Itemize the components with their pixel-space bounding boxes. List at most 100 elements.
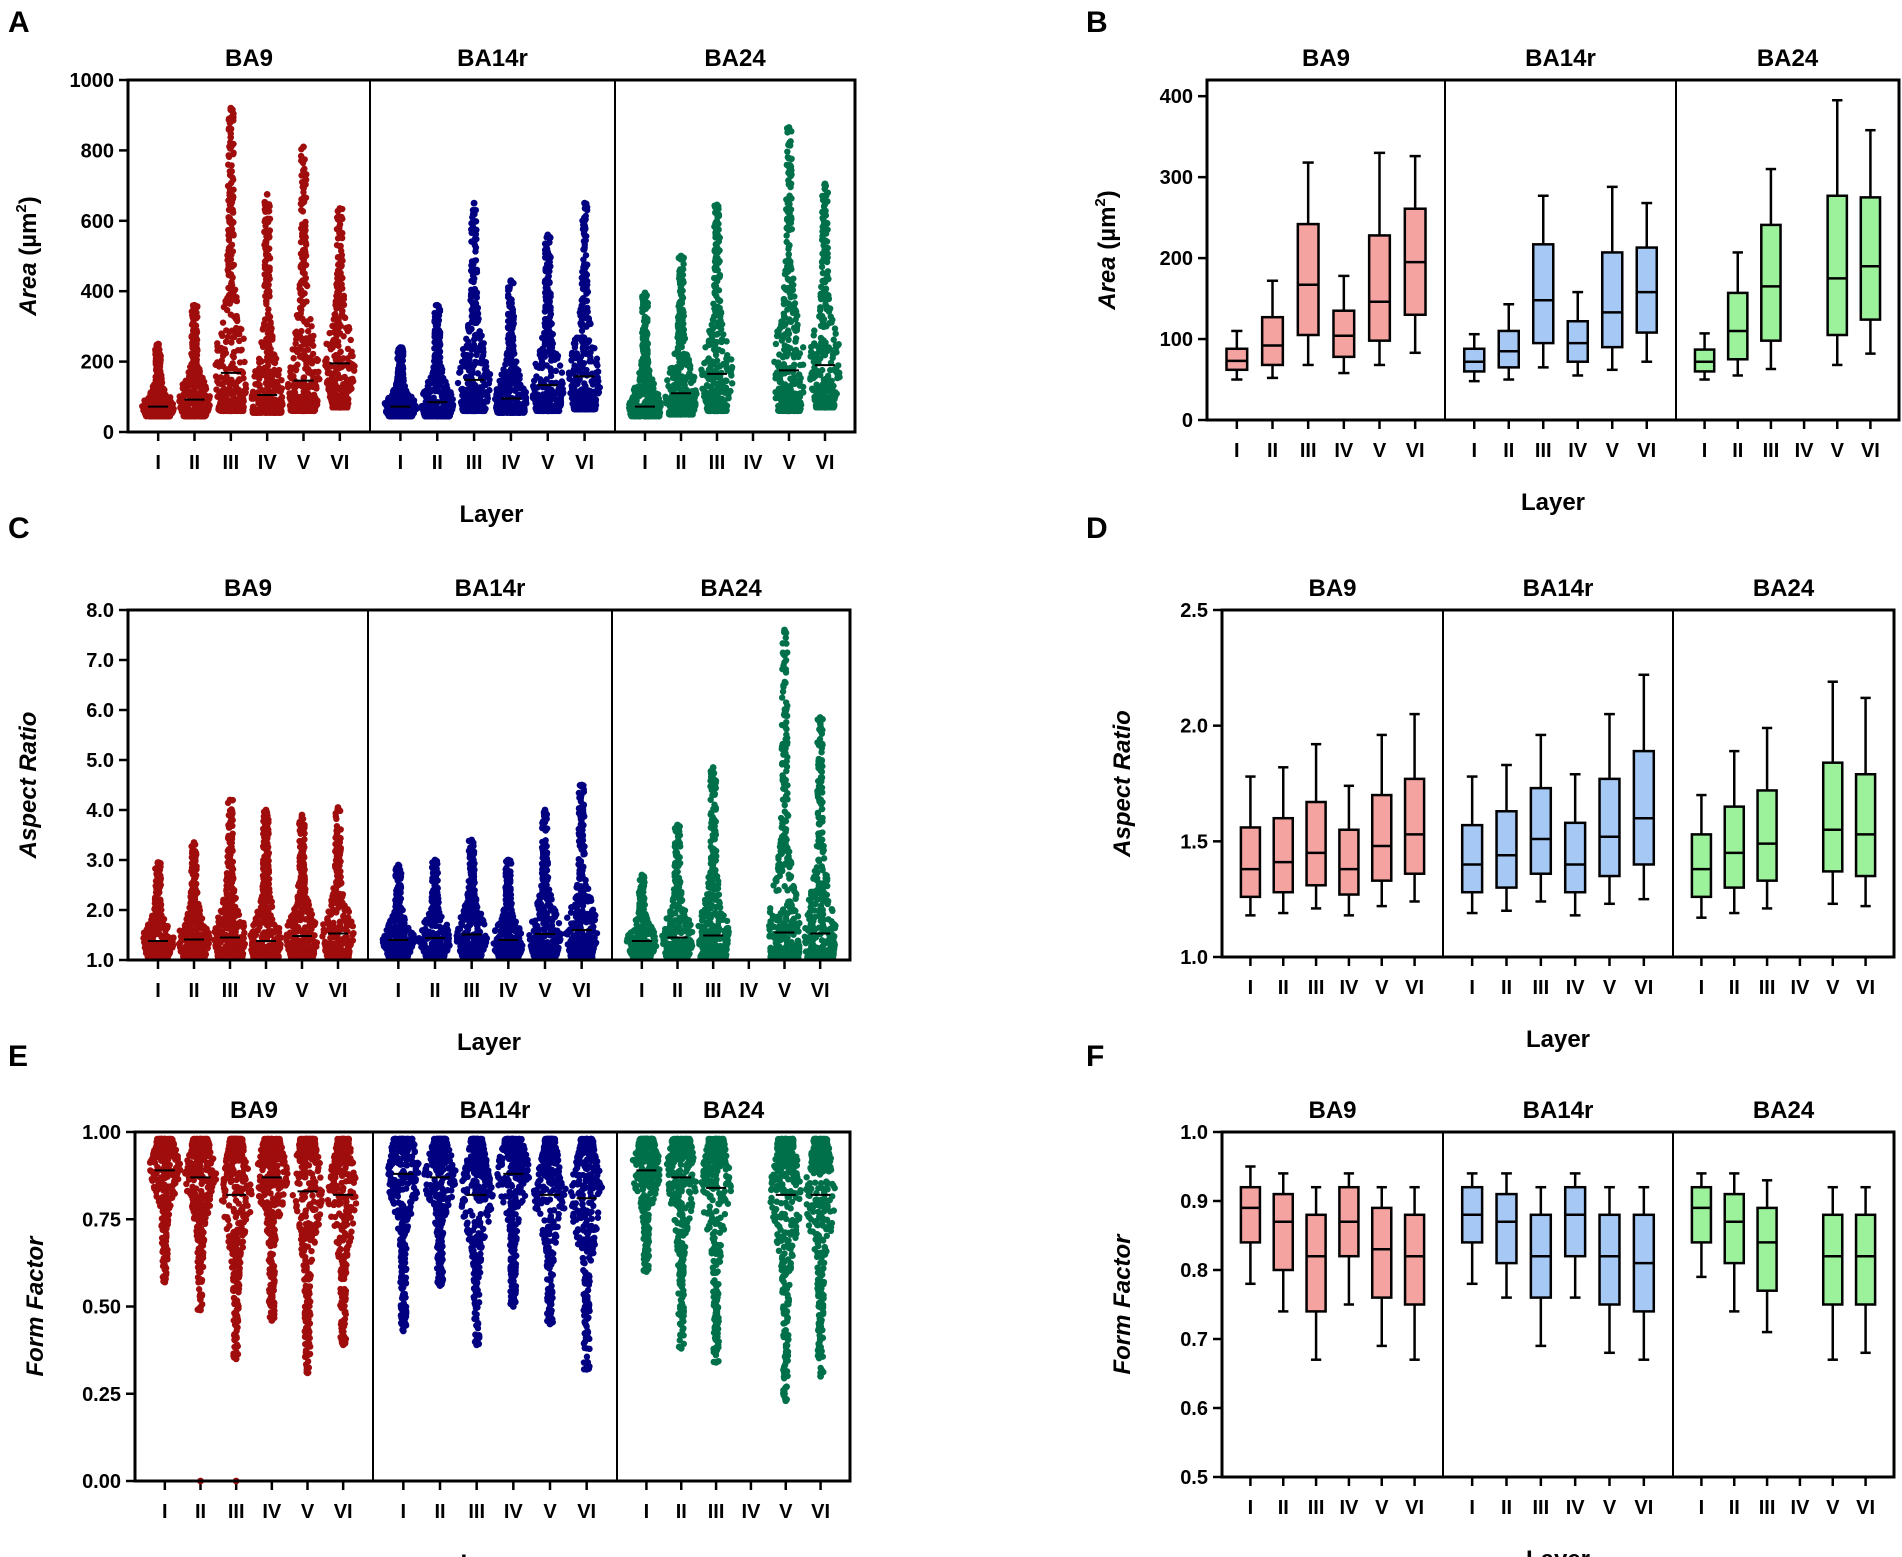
- y-axis-label-unit: (µm: [15, 213, 42, 263]
- data-point: [399, 371, 406, 378]
- data-point: [536, 351, 544, 358]
- data-point: [228, 378, 236, 385]
- data-point: [215, 406, 222, 413]
- data-point: [227, 145, 234, 152]
- data-point: [410, 409, 418, 417]
- data-point: [191, 359, 198, 366]
- x-tick-label: V: [297, 452, 311, 474]
- data-point: [326, 393, 334, 401]
- x-tick-label: I: [398, 452, 404, 474]
- data-point-min: [191, 412, 198, 420]
- data-point: [219, 319, 227, 326]
- data-point: [228, 241, 236, 249]
- data-point: [261, 282, 268, 290]
- data-point-min: [300, 407, 307, 415]
- data-point: [447, 389, 454, 396]
- data-point: [422, 412, 430, 420]
- data-point: [300, 198, 308, 206]
- data-point: [464, 398, 471, 405]
- data-point-max: [263, 191, 271, 198]
- data-point: [185, 412, 192, 420]
- dot-strip: [284, 143, 323, 415]
- data-point: [579, 225, 587, 233]
- data-point: [333, 283, 341, 291]
- x-tick-label: III: [466, 452, 483, 474]
- data-point: [176, 397, 183, 405]
- data-point: [192, 322, 199, 330]
- data-point: [257, 400, 264, 407]
- data-point: [301, 347, 308, 355]
- data-point: [542, 265, 549, 273]
- data-point: [584, 261, 591, 268]
- data-point: [516, 404, 523, 412]
- data-point: [271, 359, 279, 367]
- data-point: [154, 372, 161, 380]
- data-point: [225, 125, 233, 132]
- data-point: [266, 245, 273, 252]
- data-point: [235, 404, 243, 412]
- y-axis-label-sup: 2: [13, 204, 30, 212]
- data-point: [169, 400, 177, 408]
- data-point: [584, 304, 591, 312]
- data-point: [264, 341, 271, 348]
- data-point: [314, 357, 321, 365]
- data-point: [291, 385, 298, 393]
- data-point: [331, 369, 339, 376]
- data-point: [570, 383, 577, 390]
- data-point: [141, 397, 149, 405]
- x-tick-label: IV: [501, 452, 521, 474]
- data-point: [267, 327, 275, 334]
- data-point: [213, 386, 220, 393]
- data-point: [238, 326, 245, 333]
- data-point-min: [507, 409, 515, 417]
- data-point: [497, 399, 504, 407]
- data-point: [214, 378, 221, 385]
- data-point: [430, 394, 437, 401]
- y-tick-label: 600: [81, 211, 114, 233]
- data-point: [219, 362, 227, 370]
- data-point: [498, 409, 505, 416]
- data-point: [225, 161, 232, 168]
- data-point: [303, 282, 311, 290]
- data-point: [469, 317, 476, 324]
- data-point: [545, 259, 553, 266]
- data-point: [224, 294, 231, 302]
- data-point: [214, 393, 221, 400]
- data-point: [226, 192, 233, 199]
- data-point: [343, 382, 350, 389]
- data-point: [568, 351, 576, 359]
- data-point: [530, 382, 537, 390]
- data-point: [476, 392, 483, 399]
- data-point: [335, 289, 342, 296]
- data-point: [506, 301, 513, 308]
- data-point: [271, 353, 278, 361]
- data-point: [258, 366, 266, 373]
- data-point: [511, 386, 518, 394]
- data-point: [580, 343, 587, 350]
- data-point: [582, 310, 590, 317]
- data-point: [238, 392, 245, 399]
- data-point: [472, 302, 479, 309]
- x-tick-label: IV: [258, 452, 278, 474]
- data-point-max: [154, 340, 162, 348]
- data-point: [261, 228, 268, 236]
- data-point: [470, 211, 477, 218]
- data-point: [344, 355, 351, 362]
- data-point: [428, 410, 435, 417]
- data-point: [230, 150, 237, 158]
- data-point: [152, 390, 159, 397]
- data-point: [439, 394, 447, 401]
- data-point: [445, 406, 453, 414]
- region-title: BA14r: [457, 45, 528, 72]
- data-point: [236, 337, 243, 345]
- dot-strip: [248, 191, 286, 417]
- data-point: [157, 356, 164, 364]
- data-point: [533, 407, 540, 415]
- data-point: [644, 303, 651, 310]
- data-point: [151, 380, 159, 388]
- data-point: [580, 256, 587, 263]
- data-point: [468, 268, 476, 276]
- data-point: [229, 352, 236, 359]
- data-point: [595, 377, 602, 385]
